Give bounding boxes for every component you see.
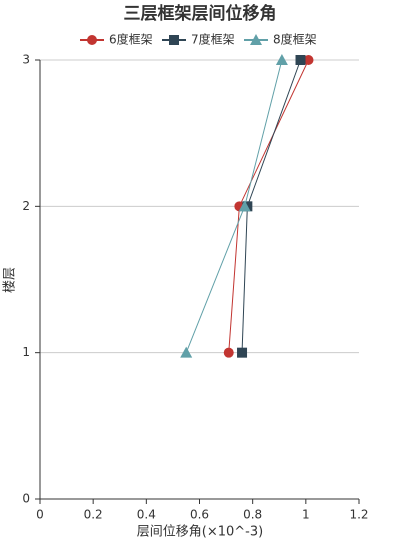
marker (180, 346, 193, 358)
legend-marker (250, 34, 262, 45)
legend-marker (169, 35, 179, 45)
marker (238, 200, 251, 212)
legend-label: 6度框架 (109, 32, 153, 47)
marker (237, 347, 248, 358)
y-tick-label: 1 (22, 345, 30, 359)
x-tick-label: 0.6 (190, 508, 209, 522)
legend-label: 7度框架 (191, 32, 235, 47)
x-tick-label: 1.2 (349, 508, 368, 522)
x-tick-label: 0.4 (137, 508, 156, 522)
chart-title: 三层框架层间位移角 (124, 3, 277, 24)
legend-label: 8度框架 (273, 32, 317, 47)
x-tick-label: 0 (36, 508, 44, 522)
y-tick-label: 2 (22, 199, 30, 213)
x-tick-label: 0.8 (243, 508, 262, 522)
y-tick-label: 0 (22, 492, 30, 506)
legend-marker (87, 35, 97, 45)
marker (275, 54, 288, 65)
y-tick-label: 3 (22, 53, 30, 67)
marker (223, 347, 234, 358)
x-tick-label: 0.2 (84, 508, 103, 522)
x-axis-label: 层间位移角(×10^-3) (137, 525, 263, 540)
x-tick-label: 1 (302, 508, 310, 522)
marker (295, 55, 306, 65)
marker (303, 55, 314, 65)
y-axis-label: 楼层 (3, 267, 18, 293)
